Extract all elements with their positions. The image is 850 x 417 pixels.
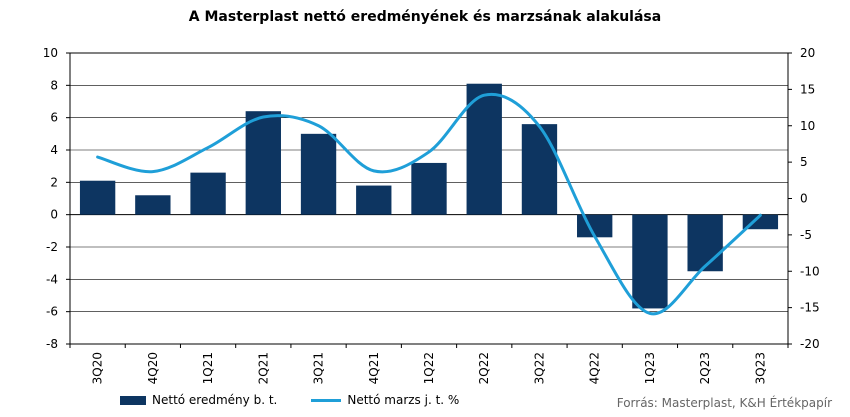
x-tick-label: 1Q21 — [201, 352, 215, 384]
right-tick-label: -5 — [800, 228, 812, 242]
x-tick-label: 4Q22 — [588, 352, 602, 384]
x-tick-label: 2Q21 — [256, 352, 270, 384]
bar-series — [79, 83, 779, 309]
bar-2Q23 — [687, 214, 723, 272]
left-tick-label: 10 — [43, 46, 58, 60]
legend-label-bar: Nettó eredmény b. t. — [152, 393, 278, 407]
x-tick-label: 2Q23 — [698, 352, 712, 384]
left-tick-label: 6 — [50, 111, 58, 125]
x-tick-label: 1Q22 — [422, 352, 436, 384]
line-series — [96, 92, 762, 316]
right-tick-label: -15 — [800, 301, 820, 315]
x-tick-label: 3Q20 — [91, 352, 105, 384]
right-tick-label: 5 — [800, 155, 808, 169]
bar-3Q20 — [79, 180, 116, 215]
margin-line — [96, 92, 762, 316]
right-tick-label: 0 — [800, 192, 808, 206]
x-tick-label: 4Q21 — [367, 352, 381, 384]
chart-title: A Masterplast nettó eredményének és marz… — [188, 9, 662, 25]
legend: Nettó eredmény b. t. Nettó marzs j. t. % — [120, 393, 493, 407]
x-tick-label: 3Q23 — [753, 352, 767, 384]
left-tick-label: 8 — [50, 78, 58, 92]
left-tick-label: -2 — [46, 240, 58, 254]
x-tick-label: 3Q21 — [312, 352, 326, 384]
legend-swatch-line — [311, 398, 342, 402]
left-axis: -8 -6 -4 -2 0 2 4 6 8 10 — [43, 46, 70, 351]
bar-3Q23 — [742, 214, 779, 230]
bar-1Q23 — [632, 214, 668, 309]
x-axis: 3Q20 4Q20 1Q21 2Q21 3Q21 4Q21 1Q22 2Q22 3Q22 4Q22… — [69, 344, 789, 384]
bar-2Q22 — [466, 83, 502, 215]
x-tick-label: 3Q22 — [532, 352, 546, 384]
legend-item-bar: Nettó eredmény b. t. — [120, 393, 277, 407]
bar-2Q21 — [245, 111, 281, 215]
bar-3Q21 — [300, 133, 337, 215]
bar-4Q21 — [356, 185, 392, 215]
bar-3Q22 — [521, 124, 558, 215]
legend-item-line: Nettó marzs j. t. % — [311, 393, 459, 407]
left-tick-label: -6 — [46, 305, 58, 319]
bar-1Q22 — [411, 162, 447, 215]
left-tick-label: 0 — [50, 208, 58, 222]
right-tick-label: 20 — [800, 46, 815, 60]
x-tick-label: 2Q22 — [477, 352, 491, 384]
left-tick-label: 2 — [50, 175, 58, 189]
bar-4Q20 — [135, 195, 171, 215]
legend-swatch-bar — [120, 395, 146, 405]
bar-1Q21 — [190, 172, 226, 215]
x-tick-label: 1Q23 — [643, 352, 657, 384]
right-tick-label: 15 — [800, 82, 815, 96]
left-tick-label: -8 — [46, 337, 58, 351]
x-tick-label: 4Q20 — [146, 352, 160, 384]
source-note: Forrás: Masterplast, K&H Értékpapír — [616, 396, 832, 410]
right-tick-label: 10 — [800, 119, 815, 133]
right-axis: -20 -15 -10 -5 0 5 10 15 20 — [788, 46, 820, 351]
right-tick-label: -10 — [800, 264, 820, 278]
left-tick-label: 4 — [50, 143, 58, 157]
right-tick-label: -20 — [800, 337, 820, 351]
left-tick-label: -4 — [46, 272, 58, 286]
legend-label-line: Nettó marzs j. t. % — [347, 393, 460, 407]
